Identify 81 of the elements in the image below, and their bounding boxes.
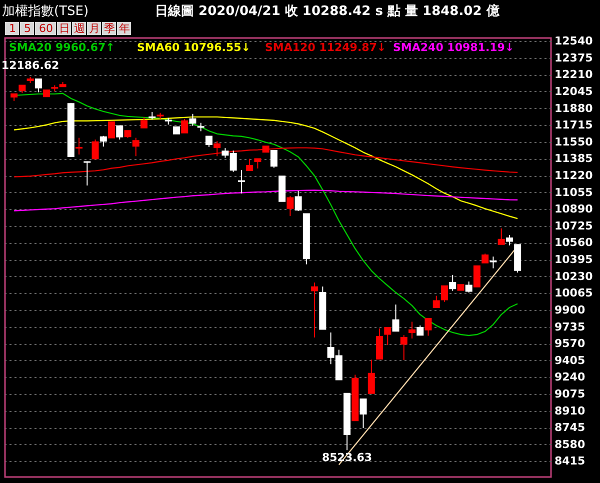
candlestick xyxy=(116,125,124,140)
candlestick xyxy=(392,304,400,332)
candlestick xyxy=(432,295,440,308)
y-tick-label: 9405 xyxy=(554,354,586,367)
candlestick xyxy=(92,139,99,160)
candlestick xyxy=(181,118,188,134)
text: 60 xyxy=(39,22,53,35)
y-tick-label: 9240 xyxy=(554,370,586,384)
candlestick xyxy=(400,334,408,361)
candlestick xyxy=(238,170,245,194)
candlestick xyxy=(270,150,278,168)
candlestick xyxy=(294,190,302,212)
candlestick xyxy=(189,113,196,126)
candlestick xyxy=(440,285,448,302)
text: SMA240 10981.19↓ xyxy=(393,41,514,54)
candlestick xyxy=(84,160,91,186)
y-tick-label: 8910 xyxy=(554,404,586,418)
candlestick xyxy=(100,135,107,148)
text: 年 xyxy=(119,22,130,35)
candlestick xyxy=(368,359,375,394)
y-tick-label: 11055 xyxy=(554,186,593,199)
candlestick xyxy=(498,228,505,245)
chart-subtitle: 日線圖 2020/04/21 收 10288.42 s 點 量 1848.02 億 xyxy=(155,3,500,19)
y-tick-label: 8415 xyxy=(554,454,586,468)
y-tick-label: 11880 xyxy=(554,102,594,115)
text: 1 xyxy=(9,22,16,35)
y-tick-label: 10725 xyxy=(554,219,593,232)
text: SMA60 10796.55↓ xyxy=(137,41,250,54)
candlestick xyxy=(490,256,497,269)
line-series xyxy=(13,147,518,178)
candlestick xyxy=(424,318,432,336)
candlestick xyxy=(214,140,221,157)
candlestick xyxy=(376,328,384,360)
y-tick-label: 10065 xyxy=(554,286,593,300)
candlestick xyxy=(76,137,83,156)
y-tick-label: 10890 xyxy=(554,202,594,216)
candlestick xyxy=(205,136,212,148)
y-tick-label: 10560 xyxy=(554,236,594,250)
y-tick-label: 9570 xyxy=(554,337,586,350)
candlestick xyxy=(384,326,392,346)
candlestick xyxy=(473,265,480,288)
y-tick-label: 8745 xyxy=(554,421,586,434)
candlestick xyxy=(465,281,472,294)
candlestick xyxy=(311,282,318,338)
line-series xyxy=(13,190,518,212)
candlestick xyxy=(416,324,424,336)
candlestick xyxy=(449,274,456,292)
line-series xyxy=(13,116,518,220)
y-tick-label: 11715 xyxy=(554,118,593,132)
y-tick-label: 11550 xyxy=(554,135,594,148)
text: SMA120 11249.87↓ xyxy=(265,41,386,54)
candlestick xyxy=(360,398,367,429)
candlestick xyxy=(408,321,416,339)
y-tick-label: 9075 xyxy=(554,387,586,400)
y-tick-label: 8580 xyxy=(554,438,586,451)
y-tick-label: 10230 xyxy=(554,270,594,283)
text: SMA20 9960.67↑ xyxy=(9,41,115,54)
candlestick xyxy=(506,234,513,246)
text: 5 xyxy=(24,22,31,35)
text: 季 xyxy=(104,22,115,35)
candlestick xyxy=(34,78,42,93)
y-tick-label: 12375 xyxy=(554,51,593,64)
candlestick xyxy=(140,116,148,128)
y-tick-label: 9900 xyxy=(554,303,586,316)
candlestick xyxy=(246,158,254,172)
candlestick xyxy=(482,253,489,264)
y-tick-label: 11385 xyxy=(554,152,593,166)
y-tick-label: 12045 xyxy=(554,84,593,98)
candlestick xyxy=(108,121,116,138)
y-tick-label: 11220 xyxy=(554,169,594,182)
text: 日 xyxy=(59,22,70,35)
y-tick-label: 9735 xyxy=(554,320,586,334)
candlestick xyxy=(254,158,262,169)
chart-title: 加權指數(TSE) xyxy=(2,4,89,19)
y-tick-label: 12210 xyxy=(554,68,594,82)
y-tick-label: 10395 xyxy=(554,253,593,266)
candlestick xyxy=(286,196,294,216)
y-tick-label: 12540 xyxy=(554,34,594,48)
candlestick xyxy=(132,137,140,157)
text: 月 xyxy=(89,22,100,35)
text: 週 xyxy=(74,22,85,35)
